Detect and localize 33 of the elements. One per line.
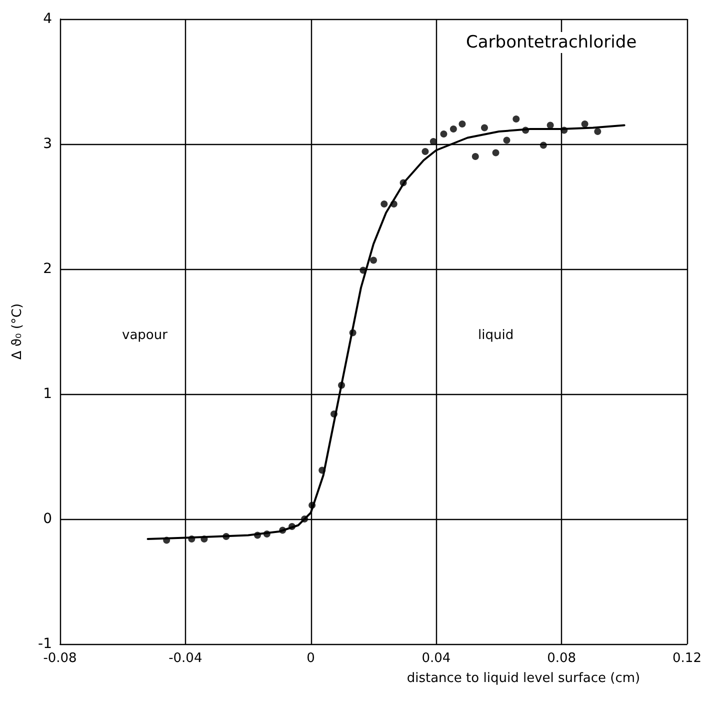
y-tick-label: 0: [43, 511, 52, 527]
point: [472, 153, 479, 160]
x-axis-title: distance to liquid level surface (cm): [406, 671, 640, 686]
point: [370, 256, 377, 264]
x-tick-label: 0.08: [547, 651, 576, 666]
x-tick-label: 0.12: [672, 651, 702, 666]
point: [594, 128, 602, 135]
annotation: vapour: [122, 328, 168, 343]
annotation: liquid: [478, 328, 514, 343]
y-tick-label: 3: [43, 136, 52, 152]
x-tick-label: -0.04: [168, 651, 202, 666]
point: [450, 126, 457, 132]
point: [422, 148, 429, 155]
point: [380, 200, 388, 208]
point: [540, 142, 547, 149]
point: [458, 120, 466, 128]
point: [430, 138, 437, 145]
y-tick-label: 4: [43, 11, 52, 27]
point: [503, 136, 510, 144]
point: [581, 120, 588, 128]
point: [512, 116, 520, 122]
text: Carbontetrachloride: [466, 32, 637, 52]
x-tick-label: 0: [306, 651, 315, 666]
point: [440, 130, 448, 138]
y-axis-title: Δ ϑ₀ (°C): [10, 303, 25, 360]
x-tick-label: 0.04: [422, 651, 451, 666]
y-tick-label: 2: [43, 261, 52, 277]
y-tick-label: -1: [38, 636, 52, 652]
x-tick-label: -0.08: [43, 651, 77, 666]
point: [480, 124, 488, 132]
point: [546, 122, 554, 129]
point: [492, 149, 500, 156]
y-tick-label: 1: [43, 386, 52, 402]
